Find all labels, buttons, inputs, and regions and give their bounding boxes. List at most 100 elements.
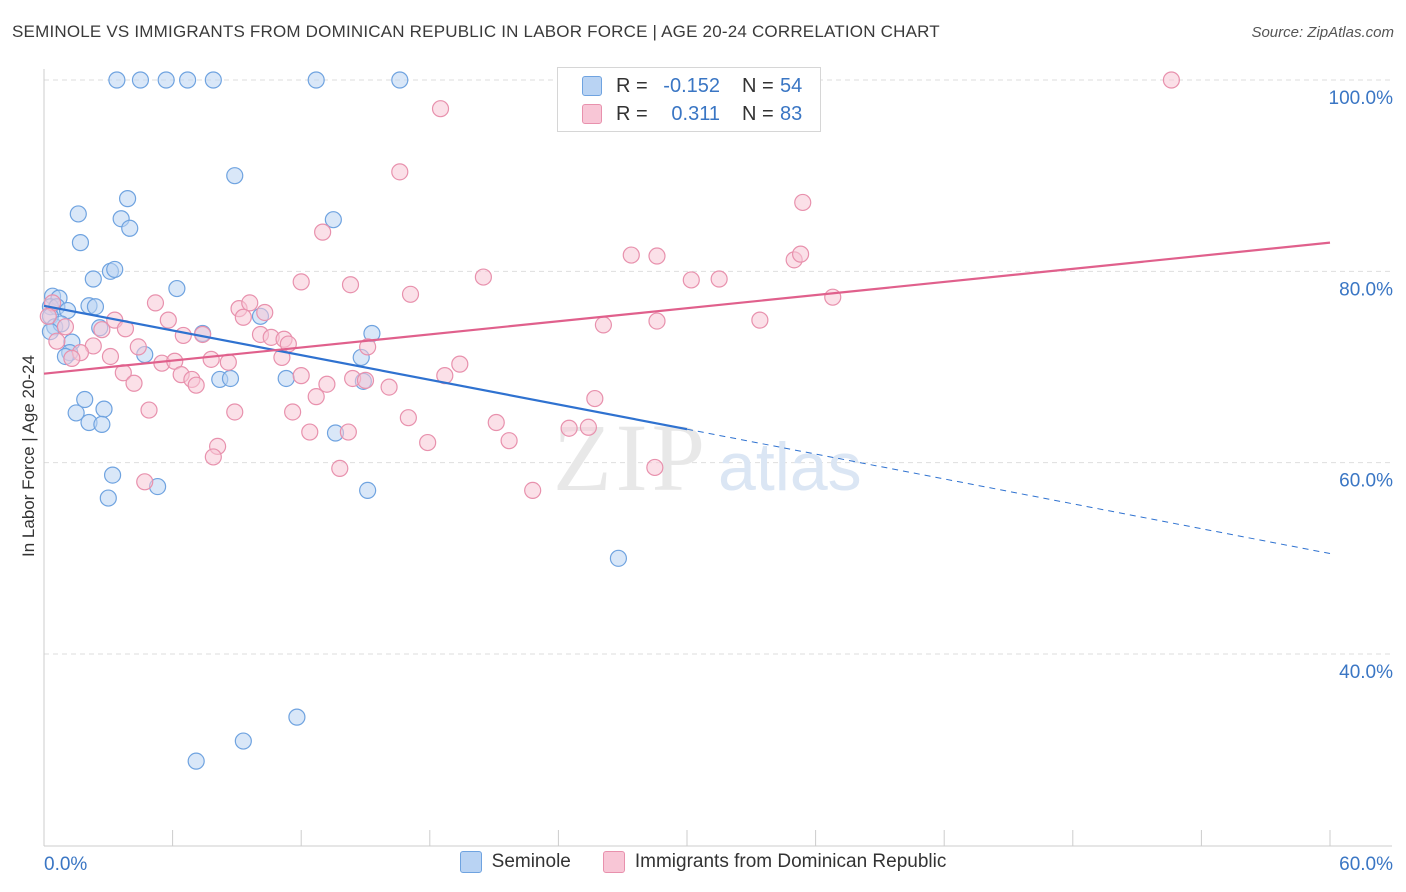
seminole-point [93,415,111,433]
seminole-point [307,71,325,89]
seminole-legend-swatch [459,851,482,873]
dominican-point [56,318,75,336]
dominican-point [487,413,505,432]
x-tick-label: 60.0% [1339,854,1393,875]
seminole-point [187,752,205,770]
dominican-point [187,376,205,394]
r-value-dominican: 0.311 [671,102,720,125]
seminole-point [204,71,222,89]
dominican-point [146,294,165,312]
data-points [39,71,1180,770]
seminole-point [86,298,105,316]
dominican-point [451,355,469,373]
dominican-point [136,473,154,491]
dominican-point [292,273,310,291]
dominican-point [339,423,357,441]
dominican-point [794,193,812,212]
seminole-point [234,732,252,750]
dominican-point [648,312,666,330]
y-tick-label: 60.0% [1339,471,1393,492]
dominican-point [159,311,177,329]
watermark-atlas: atlas [718,429,862,505]
dominican-point [356,371,375,389]
dominican-point [751,311,769,329]
dominican-point [140,401,158,419]
x-tick-label: 0.0% [44,854,87,875]
seminole-point [103,466,122,484]
legend-label-seminole: Seminole [491,851,571,872]
dominican-point [125,374,143,392]
dominican-point [101,347,120,366]
dominican-point [219,353,237,371]
dominican-point [594,316,613,334]
seminole-point [106,260,124,279]
dominican-point [648,247,666,265]
n-label: N = [742,74,774,97]
axes [43,69,1392,847]
seminole-point [121,219,139,237]
seminole-point [391,71,409,89]
tick-labels: 100.0% 80.0% 60.0% 40.0% 0.0% 60.0% [44,88,1393,875]
dominican-point [331,459,349,478]
dominican-point [524,481,542,500]
y-tick-label: 80.0% [1339,279,1393,300]
dominican-point [646,458,664,477]
dominican-point [174,326,192,345]
dominican-point [63,349,81,367]
seminole-point [277,369,295,388]
dominican-point [399,409,417,427]
seminole-point [108,71,126,89]
dominican-point [256,303,274,322]
dominican-point [314,223,332,241]
dominican-point [48,332,66,350]
dominican-point [284,403,302,421]
seminole-point [99,489,117,507]
dominican-point [622,246,640,264]
seminole-swatch [582,76,602,96]
seminole-point [95,400,113,418]
legend-row-seminole: R = -0.152 N = 54 [582,72,802,100]
seminole-point [179,71,197,89]
seminole-point [226,167,244,185]
dominican-point [431,100,450,118]
dominican-point [318,375,336,393]
seminole-point [69,205,87,223]
dominican-point [307,388,325,406]
dominican-point [579,418,598,436]
dominican-point [341,276,360,294]
dominican-point [401,285,420,303]
chart-title: SEMINOLE VS IMMIGRANTS FROM DOMINICAN RE… [12,22,940,41]
grid-lines [44,79,1392,655]
seminole-point [76,390,94,409]
dominican-point [824,288,842,306]
dominican-point [93,321,111,339]
watermark: ZIP atlas [553,404,862,511]
dominican-point [791,245,810,263]
dominican-point [202,350,220,368]
dominican-point [359,338,377,356]
seminole-point [84,270,102,288]
n-value-dominican: 83 [780,102,803,125]
trend-lines [43,241,1331,555]
dominican-point [682,271,700,289]
seminole-point [157,71,175,89]
dominican-point [39,307,57,325]
dominican-point [560,419,578,437]
legend-label-dominican: Immigrants from Dominican Republic [634,851,947,872]
dominican-point [234,308,252,326]
dominican-point [226,403,244,421]
seminole-point [118,190,137,208]
r-label: R = [616,74,648,97]
legend-item-dominican: Immigrants from Dominican Republic [602,851,947,873]
source-credit: Source: ZipAtlas.com [1251,24,1394,41]
correlation-legend: R = -0.152 N = 54 R = 0.311 N = 83 [557,67,821,132]
n-label: N = [742,102,774,125]
seminole-point [324,211,342,229]
dominican-legend-swatch [602,851,625,873]
y-tick-label: 100.0% [1329,88,1394,109]
series-legend: Seminole Immigrants from Dominican Repub… [0,851,1406,873]
seminole-point [168,279,186,298]
dominican-point [129,338,147,356]
dominican-point [500,432,518,450]
